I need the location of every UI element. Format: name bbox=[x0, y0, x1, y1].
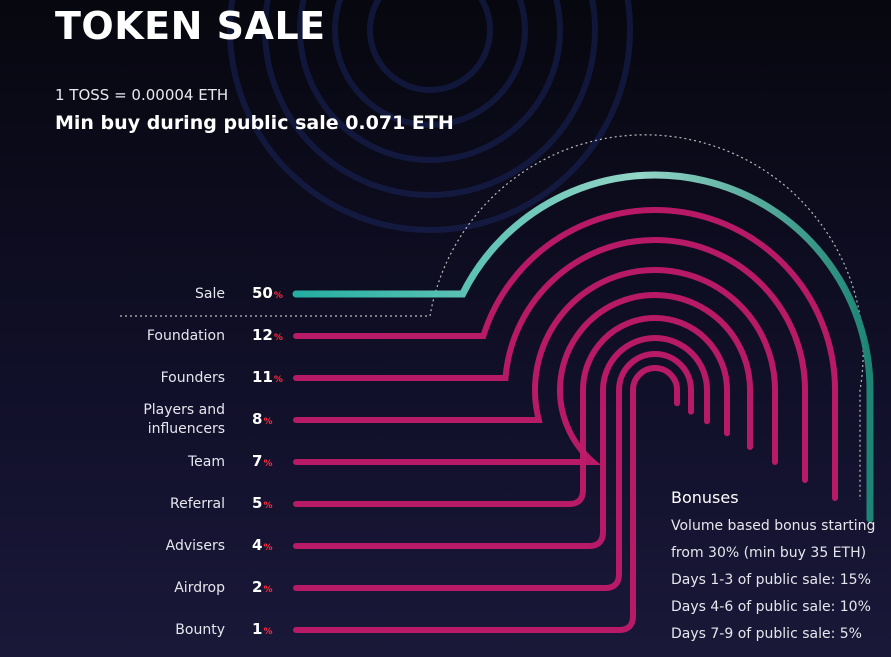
row-value: 2% bbox=[252, 578, 272, 596]
value-number: 50 bbox=[252, 284, 273, 302]
value-number: 8 bbox=[252, 410, 263, 428]
allocation-line bbox=[293, 207, 838, 501]
bonus-item: Volume based bonus starting bbox=[671, 518, 876, 534]
row-label: Players and influencers bbox=[143, 402, 225, 437]
value-number: 12 bbox=[252, 326, 273, 344]
value-unit: % bbox=[263, 501, 273, 511]
bonuses-title: Bonuses bbox=[671, 488, 739, 507]
row-value: 7% bbox=[252, 452, 272, 470]
token-rate: 1 TOSS = 0.00004 ETH bbox=[55, 86, 229, 104]
row-value: 11% bbox=[252, 368, 283, 386]
row-label: Referral bbox=[170, 495, 225, 512]
page-title: TOKEN SALE bbox=[55, 4, 326, 48]
allocation-line bbox=[292, 171, 874, 523]
value-unit: % bbox=[273, 375, 283, 385]
bonus-item: Days 7-9 of public sale: 5% bbox=[671, 626, 862, 642]
value-unit: % bbox=[263, 585, 273, 595]
row-value: 4% bbox=[252, 536, 272, 554]
allocation-line bbox=[293, 315, 730, 507]
row-value: 5% bbox=[252, 494, 272, 512]
value-number: 11 bbox=[252, 368, 273, 386]
value-unit: % bbox=[263, 543, 273, 553]
bonus-item: Days 1-3 of public sale: 15% bbox=[671, 572, 871, 588]
allocation-line bbox=[293, 292, 753, 465]
value-number: 5 bbox=[252, 494, 263, 512]
value-unit: % bbox=[263, 417, 273, 427]
value-unit: % bbox=[263, 459, 273, 469]
row-label: Founders bbox=[160, 369, 225, 386]
value-unit: % bbox=[263, 627, 273, 637]
allocation-line bbox=[293, 335, 710, 549]
row-label: Sale bbox=[195, 285, 225, 302]
allocation-line bbox=[293, 365, 680, 633]
min-buy: Min buy during public sale 0.071 ETH bbox=[55, 112, 454, 134]
allocation-line bbox=[293, 237, 808, 483]
row-value: 8% bbox=[252, 410, 272, 428]
allocation-line bbox=[293, 351, 694, 591]
value-number: 7 bbox=[252, 452, 263, 470]
value-unit: % bbox=[273, 291, 283, 301]
value-number: 2 bbox=[252, 578, 263, 596]
row-label: Bounty bbox=[175, 621, 225, 638]
row-label: Airdrop bbox=[174, 579, 225, 596]
row-label: Team bbox=[187, 453, 225, 470]
allocation-line bbox=[293, 267, 778, 465]
value-number: 1 bbox=[252, 620, 263, 638]
value-number: 4 bbox=[252, 536, 263, 554]
row-value: 50% bbox=[252, 284, 283, 302]
row-label: Foundation bbox=[146, 327, 225, 344]
row-label: Advisers bbox=[165, 537, 225, 554]
row-value: 1% bbox=[252, 620, 272, 638]
bonus-item: Days 4-6 of public sale: 10% bbox=[671, 599, 871, 615]
value-unit: % bbox=[273, 333, 283, 343]
bonus-item: from 30% (min buy 35 ETH) bbox=[671, 545, 867, 561]
background-rings bbox=[227, 0, 633, 233]
row-value: 12% bbox=[252, 326, 283, 344]
